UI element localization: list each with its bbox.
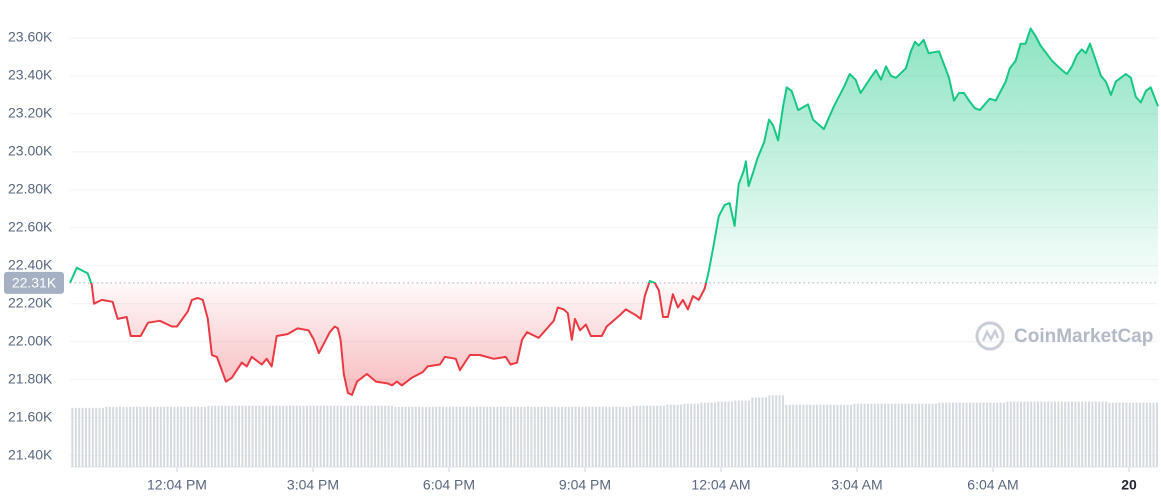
baseline-label: 22.31K (12, 275, 57, 291)
volume-bar (767, 395, 784, 467)
volume-bar (546, 406, 563, 467)
volume-bar (189, 406, 206, 467)
volume-bar (1107, 402, 1124, 467)
volume-bar (138, 406, 155, 467)
y-tick-label: 21.40K (8, 446, 53, 462)
volume-bar (699, 402, 716, 467)
y-tick-label: 23.00K (8, 143, 53, 159)
volume-bar (1039, 401, 1056, 467)
volume-bar (784, 404, 801, 467)
y-tick-label: 22.20K (8, 294, 53, 310)
y-tick-label: 22.40K (8, 256, 53, 272)
volume-bar (988, 402, 1005, 467)
volume-bar (291, 405, 308, 467)
volume-bar (750, 397, 767, 467)
volume-bar (648, 405, 665, 467)
volume-bar (223, 405, 240, 467)
volume-bar (716, 401, 733, 467)
volume-bar (1073, 401, 1090, 467)
volume-bar (359, 405, 376, 467)
volume-bar (529, 406, 546, 467)
volume-bar (1022, 401, 1039, 467)
price-line (69, 27, 1159, 396)
volume-bar (597, 406, 614, 467)
volume-bar (920, 403, 937, 467)
volume-bar (1124, 402, 1141, 467)
volume-bar (308, 405, 325, 467)
volume-bar (903, 403, 920, 467)
volume-bar (563, 406, 580, 467)
volume-bar (461, 406, 478, 467)
volume-bar (410, 406, 427, 467)
volume-bar (1056, 401, 1073, 467)
volume-bar (1141, 402, 1158, 467)
volume-bar (614, 406, 631, 467)
x-tick-label: 6:04 PM (423, 477, 475, 493)
watermark: CoinMarketCap (1014, 326, 1153, 347)
volume-bar (444, 406, 461, 467)
volume-bar (886, 403, 903, 467)
y-tick-label: 22.00K (8, 332, 53, 348)
volume-bar (937, 402, 954, 467)
volume-bar (665, 404, 682, 467)
volume-bar (342, 405, 359, 467)
volume-bar (257, 405, 274, 467)
volume-bar (512, 406, 529, 467)
volume-bar (869, 403, 886, 467)
volume-bar (376, 405, 393, 467)
volume-bar (206, 405, 223, 467)
x-tick-label: 3:04 PM (287, 477, 339, 493)
volume-bar (155, 406, 172, 467)
volume-bar (495, 406, 512, 467)
y-tick-label: 23.20K (8, 105, 53, 121)
x-tick-label: 9:04 PM (559, 477, 611, 493)
volume-bar (801, 404, 818, 467)
volume-bar (172, 406, 189, 467)
volume-bar (1005, 401, 1022, 467)
x-tick-label: 12:04 AM (691, 477, 750, 493)
x-tick-label: 20 (1121, 477, 1137, 493)
area (70, 28, 1158, 395)
x-tick-label: 6:04 AM (967, 477, 1018, 493)
volume-bar (427, 406, 444, 467)
volume-bar (274, 405, 291, 467)
volume-bar (1090, 401, 1107, 467)
volume-bar (835, 404, 852, 467)
volume-bar (393, 406, 410, 467)
volume-bar (971, 402, 988, 467)
baseline-label-box (4, 271, 64, 294)
volume-bar (818, 404, 835, 467)
volume-bar (852, 403, 869, 467)
x-tick-label: 3:04 AM (831, 477, 882, 493)
volume-bar (733, 400, 750, 467)
volume-bar (70, 407, 87, 467)
volume-bar (325, 405, 342, 467)
volume-bar (631, 405, 648, 467)
volume-bar (954, 402, 971, 467)
y-tick-label: 23.40K (8, 67, 53, 83)
volume-bar (121, 406, 138, 467)
y-tick-label: 22.80K (8, 181, 53, 197)
y-tick-label: 22.60K (8, 219, 53, 235)
watermark-logo (975, 321, 1005, 351)
y-tick-label: 23.60K (8, 29, 53, 45)
volume-bar (240, 405, 257, 467)
volume-bar (104, 406, 121, 467)
volume-bar (580, 406, 597, 467)
volume-bar (682, 403, 699, 467)
y-tick-label: 21.60K (8, 408, 53, 424)
volume-bar (87, 407, 104, 467)
x-tick-label: 12:04 PM (147, 477, 207, 493)
y-tick-label: 21.80K (8, 370, 53, 386)
volume-bar (478, 406, 495, 467)
